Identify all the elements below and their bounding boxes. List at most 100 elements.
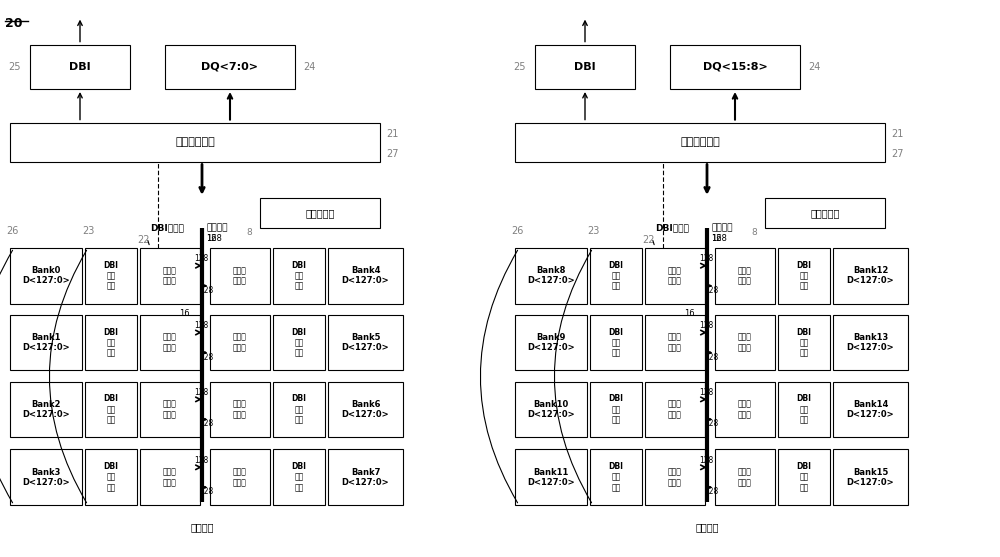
Text: 16: 16 [179,309,190,317]
Text: DQ<15:8>: DQ<15:8> [703,62,767,72]
Bar [515,449,587,505]
Bar [715,382,775,437]
Bar [85,315,137,370]
Bar [590,382,642,437]
Text: 预充电模块: 预充电模块 [810,208,840,218]
Bar [10,382,82,437]
Text: 数据缓
冲模块: 数据缓 冲模块 [163,400,177,419]
Bar [85,248,137,304]
Bar [328,382,403,437]
Text: 22: 22 [137,235,150,245]
Bar [535,45,635,89]
Text: 数据缓
冲模块: 数据缓 冲模块 [738,333,752,352]
Text: 128: 128 [194,388,208,397]
Text: 128: 128 [194,456,208,465]
Bar [140,382,200,437]
Bar [10,123,380,162]
Bar [140,248,200,304]
Text: 21: 21 [386,129,398,139]
Bar [210,315,270,370]
Text: 并串转换电路: 并串转换电路 [175,137,215,147]
Bar [273,382,325,437]
Bar [778,248,830,304]
Text: 128: 128 [704,487,718,496]
Text: DBI
编码
模块: DBI 编码 模块 [292,394,307,424]
Text: 128: 128 [699,456,713,465]
Bar [273,248,325,304]
Text: 21: 21 [891,129,903,139]
Bar [645,315,705,370]
Text: 128: 128 [704,286,718,295]
Bar [590,248,642,304]
Text: Bank9
D<127:0>: Bank9 D<127:0> [527,333,575,352]
Text: 25: 25 [513,62,526,72]
Text: 24: 24 [303,62,315,72]
Text: 16: 16 [206,234,217,243]
Text: DBI
编码
模块: DBI 编码 模块 [608,394,624,424]
Bar [210,382,270,437]
Text: DBI
编码
模块: DBI 编码 模块 [104,261,119,291]
Text: DBI
编码
模块: DBI 编码 模块 [796,394,812,424]
Bar [715,449,775,505]
Bar [778,315,830,370]
Text: DBI
编码
模块: DBI 编码 模块 [292,462,307,492]
Text: 数据缓
冲模块: 数据缓 冲模块 [233,400,247,419]
Text: 16: 16 [684,309,695,317]
Text: DBI
编码
模块: DBI 编码 模块 [608,261,624,291]
Text: Bank0
D<127:0>: Bank0 D<127:0> [22,266,70,285]
Bar [10,449,82,505]
Text: Bank12
D<127:0>: Bank12 D<127:0> [847,266,894,285]
Bar [140,449,200,505]
Text: 数据缓
冲模块: 数据缓 冲模块 [668,266,682,285]
Text: 预充电模块: 预充电模块 [305,208,335,218]
Bar [645,382,705,437]
Text: DBI
编码
模块: DBI 编码 模块 [292,261,307,291]
Text: DBI: DBI [69,62,91,72]
Bar [833,315,908,370]
Text: 26: 26 [511,226,523,236]
Text: 128: 128 [199,419,213,428]
Text: 数据缓
冲模块: 数据缓 冲模块 [738,400,752,419]
Text: 23: 23 [587,226,599,236]
Text: Bank8
D<127:0>: Bank8 D<127:0> [527,266,575,285]
Bar [165,45,295,89]
Bar [515,123,885,162]
Bar [515,382,587,437]
Bar [590,315,642,370]
Text: 25: 25 [8,62,20,72]
Text: 128: 128 [699,388,713,397]
Text: 128: 128 [199,286,213,295]
Bar [10,248,82,304]
Text: Bank7
D<127:0>: Bank7 D<127:0> [342,468,389,487]
Text: 128: 128 [206,234,222,243]
Text: 128: 128 [704,353,718,361]
Text: Bank15
D<127:0>: Bank15 D<127:0> [847,468,894,487]
Bar [645,449,705,505]
Bar [210,248,270,304]
Bar [515,248,587,304]
Bar [140,315,200,370]
Bar [328,248,403,304]
Text: Bank14
D<127:0>: Bank14 D<127:0> [847,400,894,419]
Bar [715,248,775,304]
Text: DBI
编码
模块: DBI 编码 模块 [104,328,119,358]
Text: 128: 128 [194,255,208,263]
Text: 8: 8 [246,228,252,237]
Bar [515,315,587,370]
Text: Bank11
D<127:0>: Bank11 D<127:0> [527,468,575,487]
Bar [765,198,885,228]
Bar [778,449,830,505]
Text: DQ<7:0>: DQ<7:0> [202,62,258,72]
Text: 全局总线: 全局总线 [695,522,719,532]
Bar [778,382,830,437]
Text: 22: 22 [642,235,654,245]
Text: 数据总线: 数据总线 [206,223,228,232]
Text: 全局总线: 全局总线 [190,522,214,532]
Text: DBI信号线: DBI信号线 [655,223,689,232]
Bar [273,315,325,370]
Bar [210,449,270,505]
Text: 27: 27 [386,149,398,159]
Text: Bank10
D<127:0>: Bank10 D<127:0> [527,400,575,419]
Bar [670,45,800,89]
Text: Bank2
D<127:0>: Bank2 D<127:0> [22,400,70,419]
